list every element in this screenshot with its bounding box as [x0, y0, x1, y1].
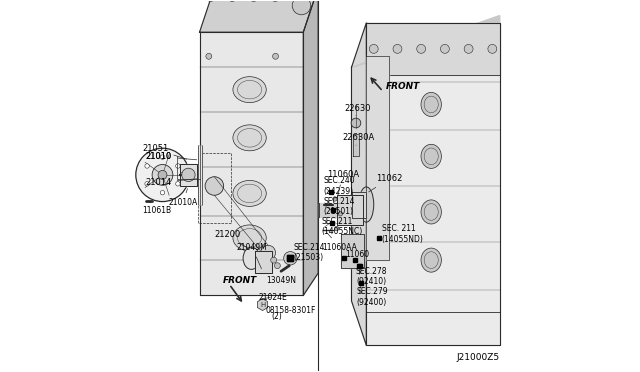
Text: (2): (2)	[271, 312, 282, 321]
Ellipse shape	[233, 225, 266, 251]
Text: SEC.279
(92400): SEC.279 (92400)	[356, 288, 388, 307]
Circle shape	[145, 164, 149, 168]
Text: SEC.240
(24239): SEC.240 (24239)	[324, 176, 355, 196]
Text: FRONT: FRONT	[223, 276, 257, 285]
Ellipse shape	[421, 144, 442, 169]
Polygon shape	[353, 134, 359, 156]
Text: FRONT: FRONT	[386, 82, 420, 91]
Text: J21000Z5: J21000Z5	[456, 353, 500, 362]
Polygon shape	[319, 203, 337, 217]
Polygon shape	[303, 0, 318, 295]
Polygon shape	[366, 56, 388, 260]
Circle shape	[440, 44, 449, 53]
Text: 13049N: 13049N	[266, 270, 296, 285]
Text: SEC. 211
(14055ND): SEC. 211 (14055ND)	[381, 224, 424, 244]
Circle shape	[175, 164, 180, 168]
Text: SEC.211
(14055NC): SEC.211 (14055NC)	[322, 217, 363, 237]
Polygon shape	[351, 23, 366, 345]
Circle shape	[333, 197, 337, 201]
Circle shape	[417, 44, 426, 53]
Text: 11060A: 11060A	[326, 170, 359, 196]
Polygon shape	[200, 0, 318, 32]
Circle shape	[488, 44, 497, 53]
Text: 21014: 21014	[145, 178, 196, 187]
Polygon shape	[255, 251, 272, 273]
Circle shape	[338, 212, 342, 216]
Text: 11061B: 11061B	[142, 201, 172, 215]
Ellipse shape	[233, 77, 266, 103]
Polygon shape	[351, 192, 366, 218]
Circle shape	[175, 182, 180, 186]
Circle shape	[464, 44, 473, 53]
Polygon shape	[366, 23, 500, 345]
Ellipse shape	[243, 247, 260, 269]
Circle shape	[152, 164, 173, 185]
Circle shape	[136, 148, 189, 202]
Text: H: H	[260, 302, 265, 308]
Ellipse shape	[421, 200, 442, 224]
Circle shape	[182, 168, 195, 182]
Polygon shape	[351, 16, 500, 67]
Text: 21051: 21051	[142, 144, 186, 159]
Circle shape	[205, 177, 223, 195]
Text: 21024E: 21024E	[259, 293, 287, 302]
Text: 22630A: 22630A	[342, 133, 374, 145]
Circle shape	[292, 0, 311, 15]
Circle shape	[158, 170, 167, 179]
Circle shape	[393, 44, 402, 53]
Circle shape	[273, 53, 278, 59]
Text: SEC.214
(21501): SEC.214 (21501)	[324, 197, 355, 216]
Circle shape	[271, 257, 276, 263]
Circle shape	[284, 251, 297, 265]
Text: 11060AA: 11060AA	[323, 232, 358, 251]
Ellipse shape	[421, 248, 442, 272]
Text: 08158-8301F: 08158-8301F	[265, 306, 316, 315]
Circle shape	[271, 0, 280, 1]
Text: SEC.278
(92410): SEC.278 (92410)	[356, 267, 387, 286]
Polygon shape	[180, 164, 196, 186]
Circle shape	[292, 0, 301, 1]
Ellipse shape	[359, 187, 374, 222]
Circle shape	[160, 155, 164, 159]
Text: 21200: 21200	[214, 230, 249, 249]
Circle shape	[260, 245, 276, 260]
Polygon shape	[200, 32, 303, 295]
Circle shape	[160, 190, 164, 195]
Text: 11060: 11060	[345, 245, 369, 259]
Circle shape	[275, 263, 280, 269]
Circle shape	[249, 0, 258, 1]
Text: 21010: 21010	[145, 152, 196, 161]
Text: 21049M: 21049M	[237, 243, 268, 269]
Circle shape	[228, 0, 237, 1]
Polygon shape	[337, 195, 364, 225]
Text: 11062: 11062	[369, 174, 403, 192]
Circle shape	[369, 44, 378, 53]
Circle shape	[206, 0, 215, 1]
Circle shape	[206, 53, 212, 59]
Text: 22630: 22630	[344, 104, 371, 116]
Polygon shape	[342, 234, 364, 267]
Polygon shape	[366, 23, 500, 75]
Circle shape	[351, 118, 361, 128]
Circle shape	[145, 182, 149, 186]
Circle shape	[335, 227, 339, 231]
Text: 21010: 21010	[145, 152, 172, 161]
Ellipse shape	[421, 92, 442, 116]
Text: 21010A: 21010A	[168, 189, 197, 207]
Ellipse shape	[233, 125, 266, 151]
Text: SEC.214
(21503): SEC.214 (21503)	[291, 243, 325, 262]
Ellipse shape	[233, 180, 266, 206]
